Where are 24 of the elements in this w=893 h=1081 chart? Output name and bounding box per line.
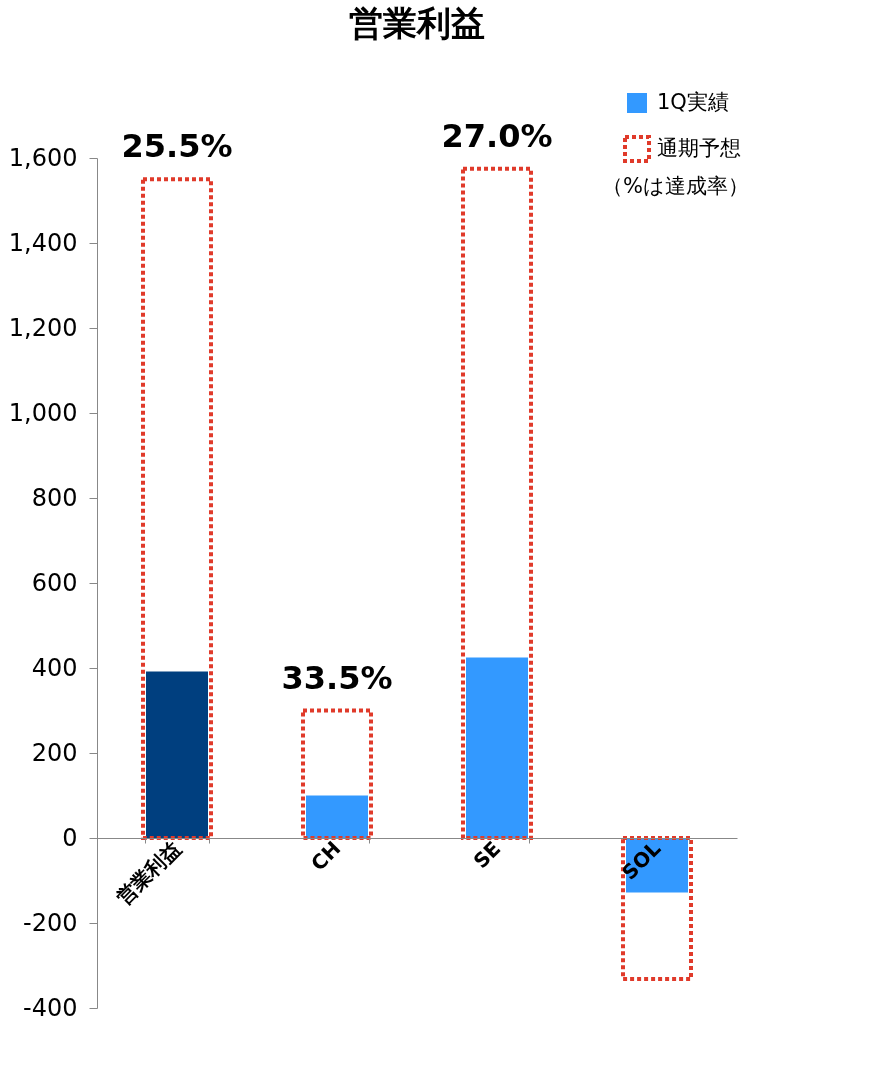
legend-label: 1Q実績 [657, 90, 729, 114]
y-tick-label: 200 [31, 738, 78, 767]
y-tick-label: 1,000 [8, 398, 78, 427]
bar [306, 795, 368, 838]
x-tick-label: 営業利益 [111, 836, 186, 910]
bar [466, 657, 528, 838]
text: 27.0% [441, 116, 553, 155]
y-tick-label: -200 [23, 908, 78, 937]
y-tick-label: 1,600 [8, 143, 78, 172]
annotation: 25.5% [121, 127, 233, 166]
y-tick-label: 1,400 [8, 228, 78, 257]
y-tick-label: 600 [31, 568, 78, 597]
chart-title: 営業利益 [349, 3, 485, 43]
annotation: （%は達成率） [602, 174, 749, 198]
y-tick-label: 400 [31, 653, 78, 682]
y-tick-label: 800 [31, 483, 78, 512]
annotation: 33.5% [281, 658, 393, 697]
y-tick-label: -400 [23, 993, 78, 1022]
y-tick-label: 0 [62, 823, 78, 852]
x-tick-label: CH [306, 836, 346, 876]
legend-label: 通期予想 [657, 136, 741, 160]
y-tick-label: 1,200 [8, 313, 78, 342]
bar [146, 671, 208, 838]
x-tick-label: SE [468, 836, 506, 874]
